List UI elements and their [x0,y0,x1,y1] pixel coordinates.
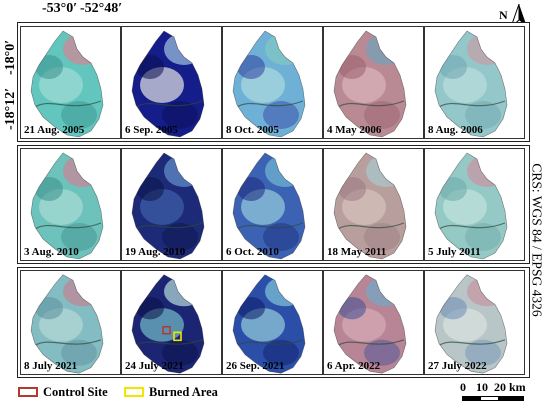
map-panel: 27 July 2022 [424,270,525,375]
scale-label-20: 20 km [494,380,526,394]
map-panel: 8 Oct. 2005 [222,26,323,139]
map-panel: 19 Aug. 2010 [121,148,222,261]
map-raster [434,152,508,260]
map-raster [232,30,306,138]
panel-date-label: 24 July 2021 [125,360,184,372]
panel-date-label: 27 July 2022 [428,360,487,372]
panel-date-label: 18 May 2011 [327,246,387,258]
longitude-label-east: -52°48′ [80,1,123,16]
control-site-box [162,326,171,335]
scale-label-0: 0 [460,380,466,394]
map-raster [30,274,104,374]
north-label: N [499,8,508,22]
scale-segment-2 [480,396,499,401]
map-raster [131,152,205,260]
map-raster [333,274,407,374]
panel-date-label: 3 Aug. 2010 [24,246,79,258]
panel-date-label: 26 Sep. 2021 [226,360,285,372]
legend-control-site: Control Site [18,385,108,400]
map-panel: 21 Aug. 2005 [20,26,121,139]
scale-bar: 0 10 20 km [458,380,528,404]
map-raster [434,274,508,374]
map-raster [131,274,205,374]
map-panel: 24 July 2021 [121,270,222,375]
legend-control-label: Control Site [43,385,108,399]
scale-segment-3 [498,396,524,401]
burned-area-swatch [124,387,144,397]
map-panel: 6 Apr. 2022 [323,270,424,375]
legend-burned-area: Burned Area [124,385,218,400]
scale-label-10: 10 [476,380,488,394]
map-panel: 5 July 2011 [424,148,525,261]
map-raster [131,30,205,138]
map-panel: 18 May 2011 [323,148,424,261]
panel-date-label: 5 July 2011 [428,246,481,258]
map-raster [333,30,407,138]
map-panel: 26 Sep. 2021 [222,270,323,375]
legend-burned-label: Burned Area [149,385,218,399]
scale-segment-1 [462,396,481,401]
panel-date-label: 19 Aug. 2010 [125,246,186,258]
panel-date-label: 21 Aug. 2005 [24,124,85,136]
panel-date-label: 8 July 2021 [24,360,78,372]
map-panel: 6 Oct. 2010 [222,148,323,261]
map-raster [434,30,508,138]
panel-date-label: 6 Apr. 2022 [327,360,381,372]
panel-date-label: 6 Oct. 2010 [226,246,279,258]
map-panel: 3 Aug. 2010 [20,148,121,261]
map-raster [232,274,306,374]
panel-date-label: 8 Aug. 2006 [428,124,483,136]
burned-area-box [173,331,182,342]
map-panel: 6 Sep. 2005 [121,26,222,139]
map-panel: 8 Aug. 2006 [424,26,525,139]
north-arrow-icon [509,3,527,29]
panel-date-label: 6 Sep. 2005 [125,124,178,136]
panel-date-label: 8 Oct. 2005 [226,124,279,136]
map-panel: 8 July 2021 [20,270,121,375]
north-arrow: N [497,3,531,31]
crs-label: CRS: WGS 84 / EPSG 4326 [529,163,545,317]
longitude-label-west: -53°0′ [42,1,78,16]
map-raster [232,152,306,260]
map-raster [333,152,407,260]
map-raster [30,30,104,138]
map-panel: 4 May 2006 [323,26,424,139]
panel-date-label: 4 May 2006 [327,124,382,136]
control-site-swatch [18,387,38,397]
map-raster [30,152,104,260]
